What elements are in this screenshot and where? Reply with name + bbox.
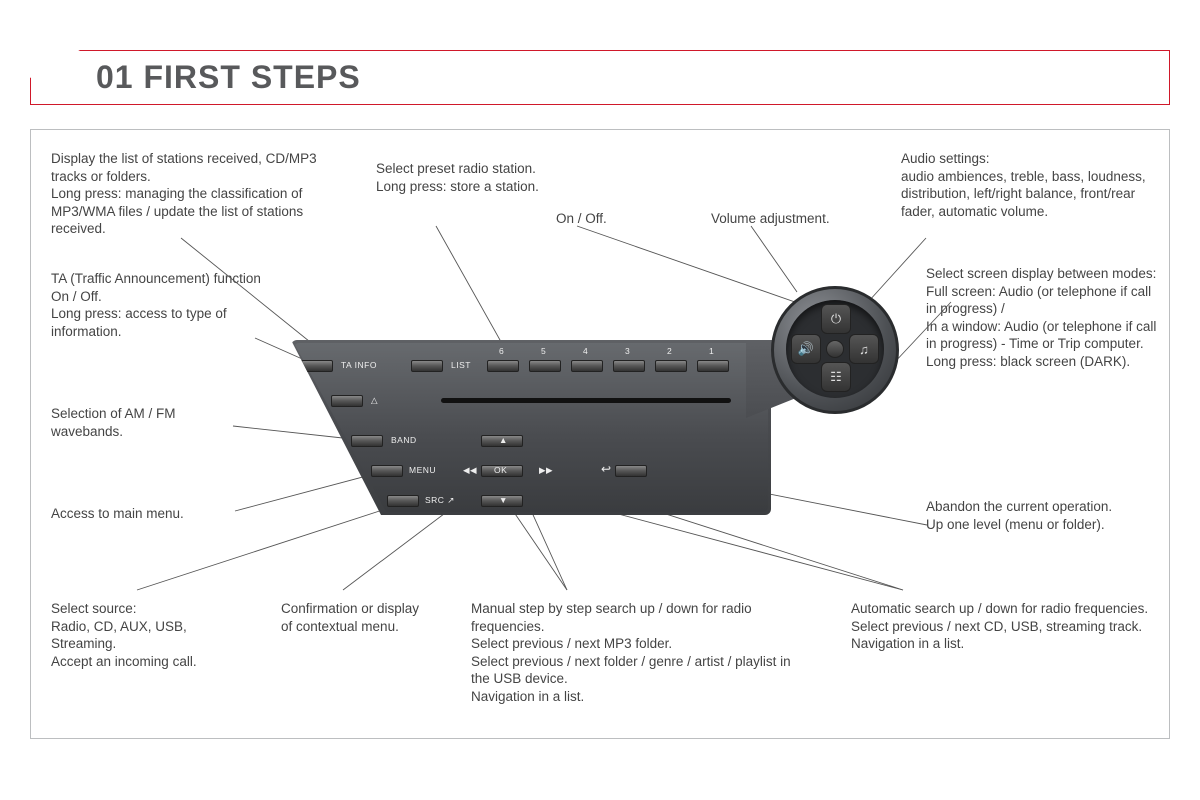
src-label: SRC ↗ [425,495,455,506]
callout-ok: Confirmation or display of contextual me… [281,600,421,635]
callout-audio-settings: Audio settings: audio ambiences, treble,… [901,150,1156,220]
preset-5-label: 5 [541,346,546,356]
fwd-icon: ▶▶ [539,465,553,476]
preset-4-label: 4 [583,346,588,356]
eject-button [331,395,363,407]
preset-6-label: 6 [499,346,504,356]
src-button [387,495,419,507]
band-label: BAND [391,435,417,445]
callout-preset: Select preset radio station. Long press:… [376,160,546,195]
callout-band: Selection of AM / FM wavebands. [51,405,231,440]
rew-icon: ◀◀ [463,465,477,476]
callout-auto-search: Automatic search up / down for radio fre… [851,600,1151,653]
diagram-box: Display the list of stations received, C… [30,129,1170,739]
up-icon: ▲ [499,435,508,445]
header-bar: 01 FIRST STEPS [30,50,1170,105]
preset-2-label: 2 [667,346,672,356]
preset-5-button [529,360,561,372]
preset-1-button [697,360,729,372]
down-icon: ▼ [499,495,508,505]
list-button [411,360,443,372]
page: 01 FIRST STEPS Display the list of stati… [30,50,1170,770]
music-icon: ♫ [849,334,879,364]
callout-ta: TA (Traffic Announcement) function On / … [51,270,281,340]
callout-source: Select source: Radio, CD, AUX, USB, Stre… [51,600,251,670]
preset-2-button [655,360,687,372]
menu-button [371,465,403,477]
preset-3-button [613,360,645,372]
band-button [351,435,383,447]
volume-icon: 🔊 [791,334,821,364]
ta-info-label: TA INFO [341,360,377,370]
callout-abandon: Abandon the current operation. Up one le… [926,498,1161,533]
list-label: LIST [451,360,471,370]
preset-3-label: 3 [625,346,630,356]
callout-menu: Access to main menu. [51,505,231,523]
audio-panel: TA INFO LIST 6 5 4 3 2 1 [291,340,866,515]
preset-1-label: 1 [709,346,714,356]
power-icon: ⏻ [821,304,851,334]
back-button [615,465,647,477]
callout-list: Display the list of stations received, C… [51,150,331,238]
ta-info-button [301,360,333,372]
dial-center [826,340,844,358]
menu-label: MENU [409,465,436,475]
preset-6-button [487,360,519,372]
callout-screen-mode: Select screen display between modes: Ful… [926,265,1161,370]
preset-4-button [571,360,603,372]
screen-icon: ☷ [821,362,851,392]
panel-body: TA INFO LIST 6 5 4 3 2 1 [291,340,771,515]
cd-slot [441,398,731,403]
page-title: 01 FIRST STEPS [96,59,361,96]
callout-volume: Volume adjustment. [711,210,861,228]
header-notch [30,50,80,78]
eject-icon: △ [371,395,378,406]
callout-onoff: On / Off. [556,210,636,228]
ok-label: OK [494,465,507,475]
back-icon: ↩ [601,462,612,476]
callout-manual-search: Manual step by step search up / down for… [471,600,811,705]
